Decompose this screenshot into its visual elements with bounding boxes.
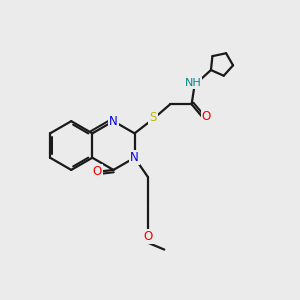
Text: O: O (93, 165, 102, 178)
Text: NH: NH (185, 78, 202, 88)
Text: N: N (109, 115, 118, 128)
Text: N: N (130, 151, 139, 164)
Text: O: O (143, 230, 153, 243)
Text: O: O (202, 110, 211, 123)
Text: S: S (149, 111, 157, 124)
